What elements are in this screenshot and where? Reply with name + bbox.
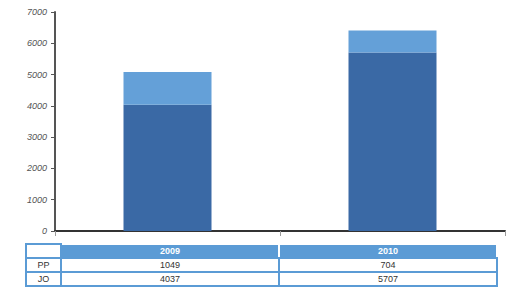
html-text:5707: 5707 xyxy=(378,274,398,284)
html-text:PP: PP xyxy=(37,260,50,270)
html-text:1049: 1049 xyxy=(160,260,180,270)
svg-text:6000: 6000 xyxy=(27,38,47,48)
svg-text:1000: 1000 xyxy=(27,195,47,205)
html-text:JO: JO xyxy=(37,274,50,284)
html-text:4037: 4037 xyxy=(160,274,180,284)
svg-text:0: 0 xyxy=(42,226,47,236)
svg-text:5000: 5000 xyxy=(27,70,47,80)
svg-text:3000: 3000 xyxy=(27,132,47,142)
html-text:2010: 2010 xyxy=(378,246,398,256)
svg-text:2000: 2000 xyxy=(26,163,47,173)
html-text:2009: 2009 xyxy=(160,246,180,256)
html-text:704: 704 xyxy=(380,260,396,270)
svg-text:7000: 7000 xyxy=(27,7,47,17)
svg-text:4000: 4000 xyxy=(27,101,47,111)
